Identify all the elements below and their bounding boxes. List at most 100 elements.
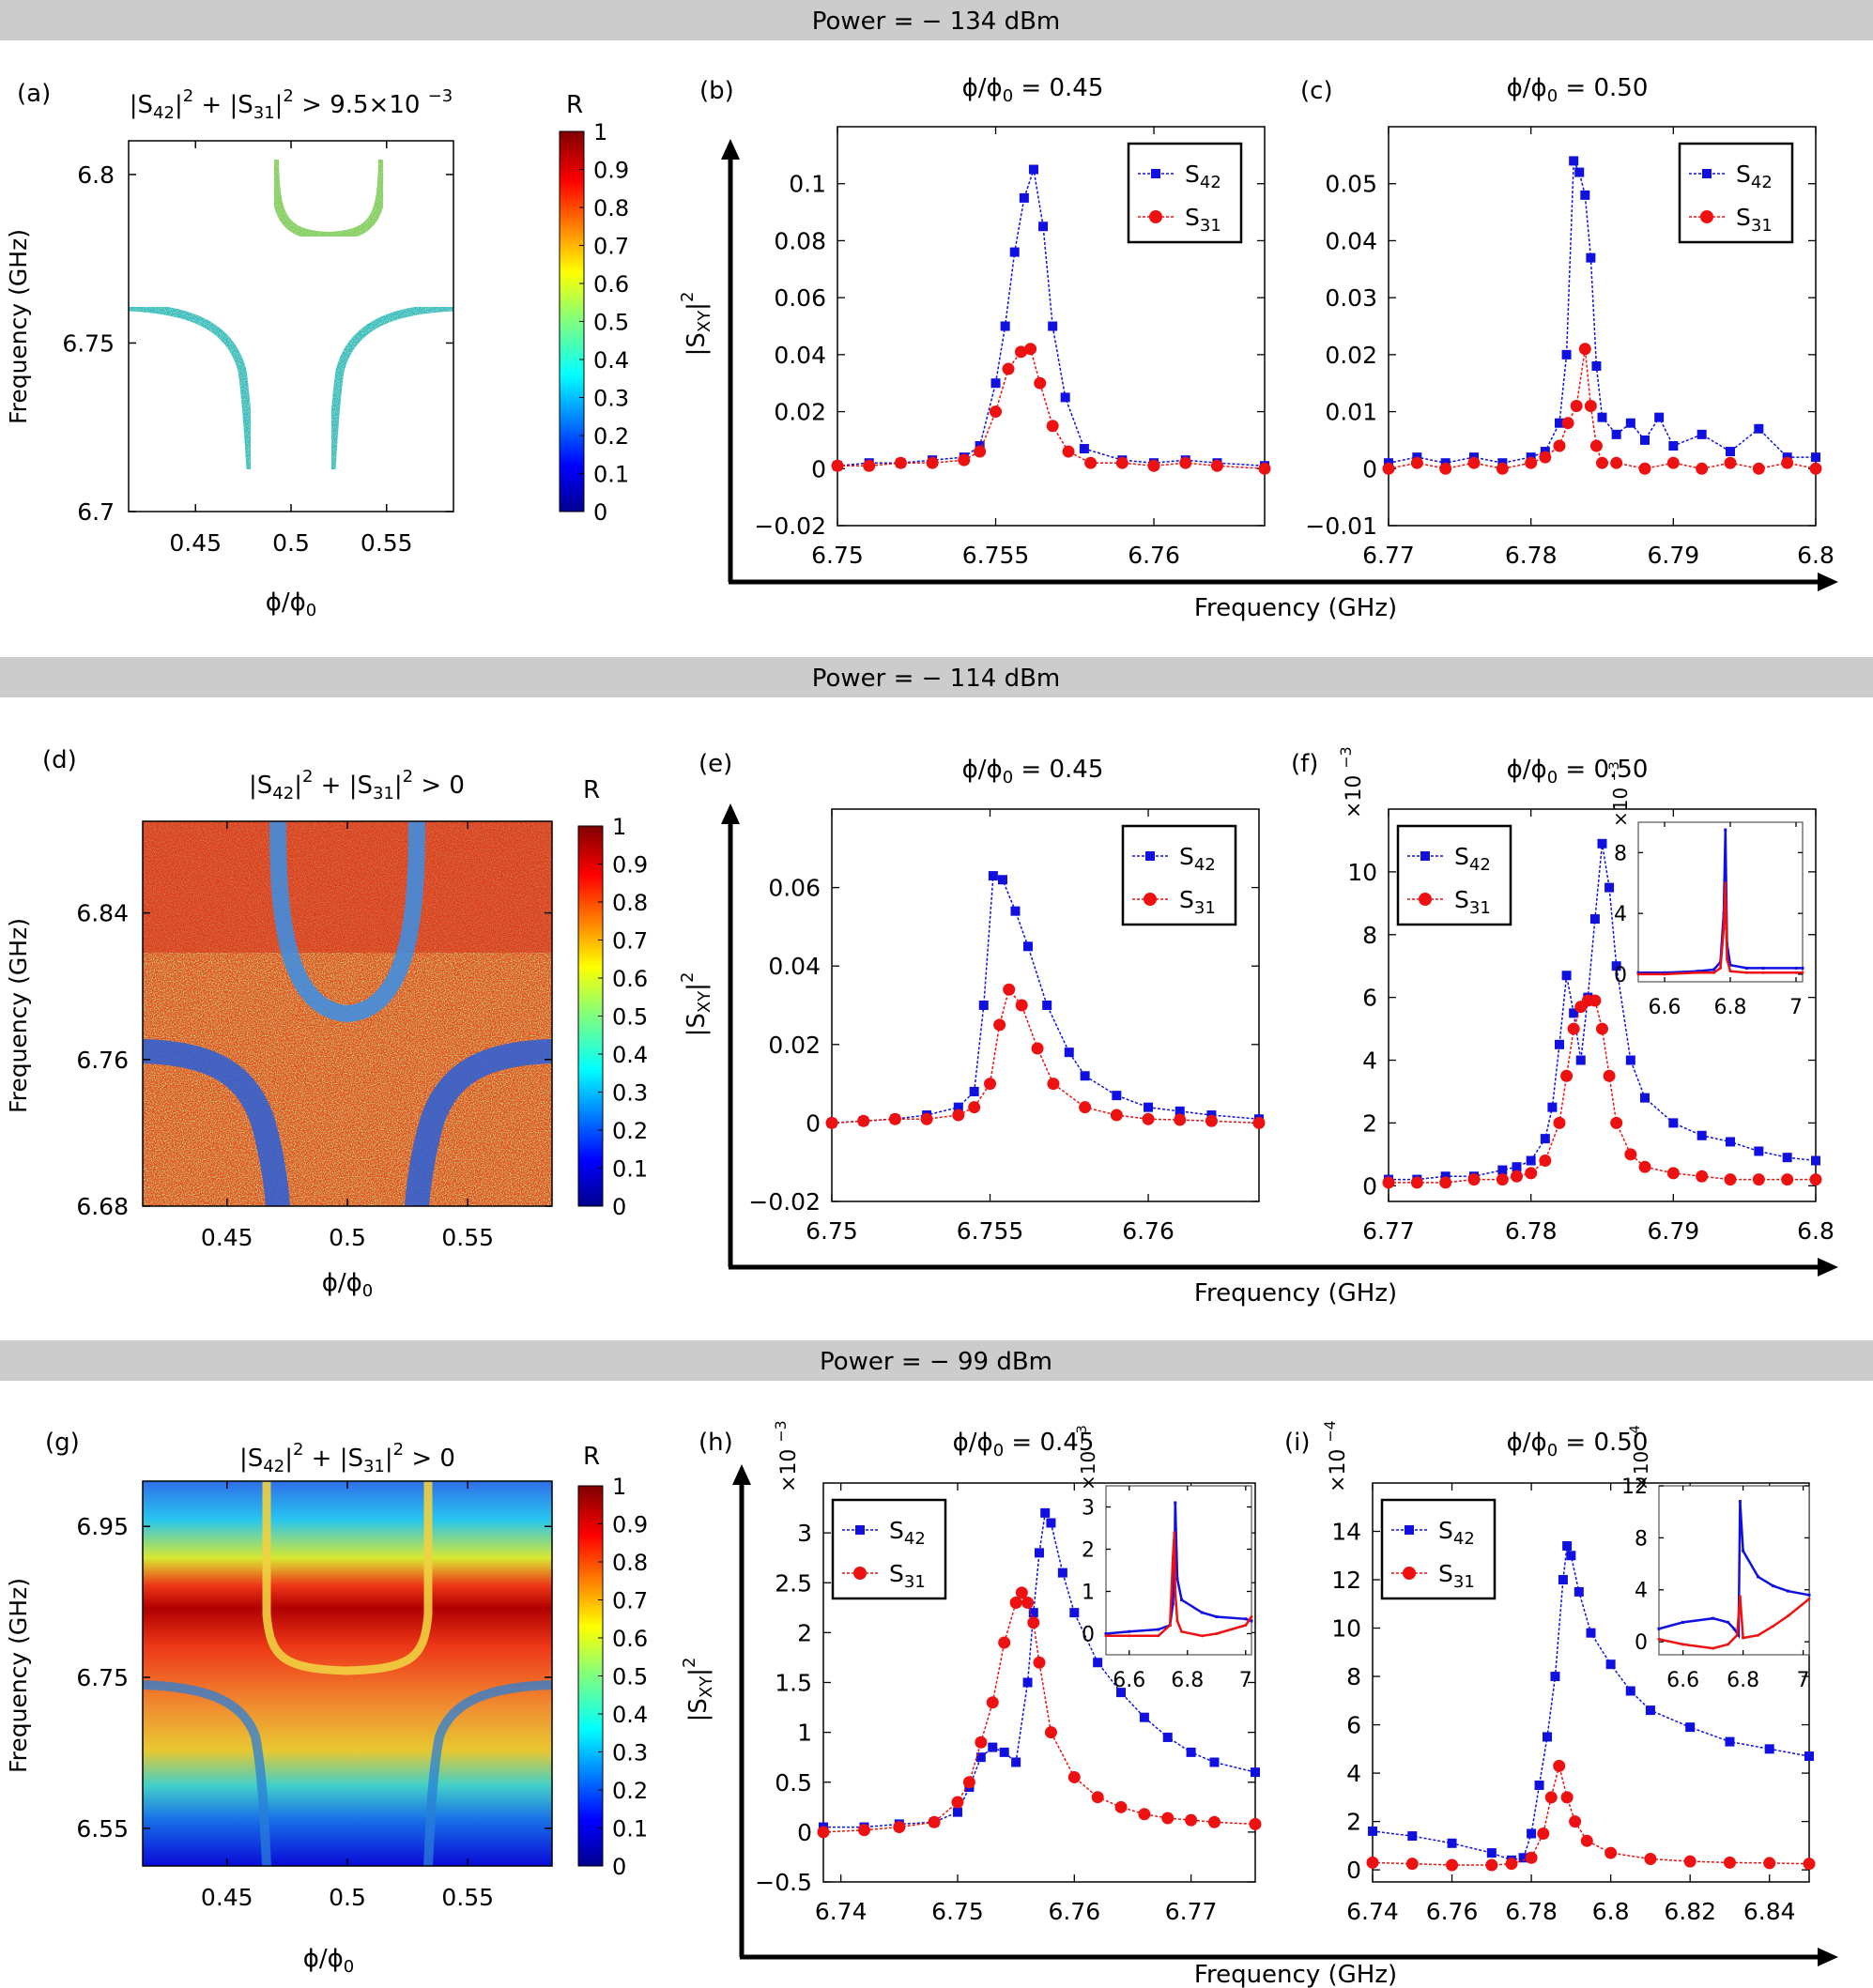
data-point-s31	[1772, 1625, 1775, 1629]
data-point-s42	[1654, 412, 1665, 422]
data-point-s31	[1589, 439, 1603, 452]
data-point-s31	[1735, 1633, 1739, 1637]
data-point-s42	[1712, 968, 1715, 971]
heatmap-title: |S42|2 + |S31|2 > 9.5×10 −3	[130, 86, 453, 123]
y-tick-label: 12	[1621, 1476, 1648, 1499]
plot-series	[825, 871, 1266, 1129]
data-point-s42	[1640, 1093, 1650, 1103]
data-point-s31	[1110, 1109, 1123, 1122]
data-point-s31	[1382, 1176, 1395, 1189]
colorbar-tick-label: 0.9	[612, 852, 648, 879]
data-point-s42	[1526, 1155, 1536, 1166]
x-tick-label: 0.45	[201, 1224, 253, 1251]
y-tick-label: 2	[1346, 1809, 1361, 1836]
colorbar-tick-label: 1	[593, 119, 607, 145]
data-point-s31	[1024, 343, 1037, 356]
data-point-s31	[1446, 1858, 1459, 1872]
data-point-s42	[1215, 1615, 1219, 1618]
data-point-s42	[1725, 1736, 1735, 1747]
data-point-s42	[1555, 418, 1564, 428]
data-point-s31	[1596, 1022, 1608, 1035]
x-tick-label: 6.77	[1362, 1217, 1415, 1245]
y-tick-label: 0.02	[1325, 342, 1377, 369]
colorbar-tick-label: 0.8	[612, 890, 648, 916]
y-tick-label: 0	[1362, 455, 1377, 482]
y-tick-label: 0.05	[1325, 171, 1377, 198]
data-point-s31	[1787, 1613, 1790, 1617]
horizontal-arrow-head	[1818, 1258, 1838, 1277]
x-tick-label: 6.8	[1797, 542, 1835, 569]
data-point-s42	[1251, 1767, 1260, 1778]
data-point-s31	[951, 1796, 964, 1809]
x-tick-label: 6.755	[957, 1217, 1024, 1245]
inset-frame	[1658, 1485, 1810, 1656]
data-point-s42	[1696, 1130, 1707, 1140]
inset-chart: 6.6 6.8 7 0 4 8 12×10 −4	[1621, 1425, 1811, 1692]
data-point-s42	[1022, 941, 1033, 952]
data-point-s31	[1009, 1597, 1022, 1609]
data-point-s42	[1569, 156, 1579, 166]
data-point-s42	[1580, 190, 1590, 200]
y-tick-label: 0.02	[774, 399, 826, 426]
data-point-s31	[1205, 1114, 1218, 1127]
y-tick-label: 3	[797, 1520, 812, 1547]
colorbar-tick-label: 0.9	[612, 1512, 648, 1538]
data-point-s31	[974, 445, 987, 458]
data-point-s31	[1250, 1615, 1253, 1618]
data-point-s31	[894, 456, 907, 469]
colorbar-label: R	[583, 1443, 600, 1471]
colorbar-ticks: 0 0.1 0.2 0.3 0.4 0.5 0.6 0.7 0.8 0.9 1	[598, 1474, 648, 1880]
data-point-s42	[1589, 914, 1600, 925]
colorbar-tick-label: 0.7	[612, 928, 648, 955]
x-tick-label: 6.79	[1647, 542, 1699, 569]
data-point-s31	[1539, 451, 1552, 464]
heatmap-title: |S42|2 + |S31|2 > 0	[239, 1440, 455, 1476]
data-point-s42	[1022, 1677, 1033, 1688]
x-tick-label: 6.8	[1171, 1669, 1204, 1692]
legend-label: S42	[1438, 1517, 1475, 1549]
data-point-s31	[1794, 971, 1798, 974]
y-tick-label: 6	[1362, 985, 1377, 1012]
data-point-s31	[857, 1114, 870, 1127]
line-chart-panel-e: (e) ϕ/ϕ0 = 0.45 6.75 6.755 6.76 −0.02 0 0.02 0.0…	[699, 750, 1266, 1245]
data-point-s31	[863, 459, 876, 472]
data-point-s42	[1562, 1540, 1573, 1551]
series-line-s31	[822, 1591, 1256, 1833]
x-tick-label: 6.6	[1113, 1669, 1145, 1692]
y-tick-label: 6.68	[76, 1193, 129, 1220]
data-point-s42	[1174, 1106, 1185, 1116]
x-tick-label: 6.78	[1505, 1898, 1558, 1925]
legend-swatch-marker	[853, 1567, 867, 1580]
data-point-s42	[1174, 1501, 1177, 1505]
x-tick-label: 6.77	[1165, 1898, 1218, 1925]
x-tick-label: 7	[1239, 1669, 1252, 1692]
x-tick-label: 7	[1797, 1669, 1810, 1692]
colorbar-tick-label: 0.6	[612, 966, 648, 992]
data-point-s31	[1180, 1629, 1184, 1633]
data-point-s31	[1553, 439, 1566, 452]
data-point-s31	[968, 1101, 981, 1114]
panel-label: (h)	[699, 1429, 733, 1457]
data-point-s31	[1636, 972, 1640, 976]
legend-swatch-marker	[1149, 210, 1162, 223]
lower-left-branch	[129, 302, 255, 470]
data-point-s31	[1763, 1857, 1776, 1870]
power-band-1: Power = − 134 dBm	[0, 0, 1873, 40]
data-point-s42	[1696, 429, 1707, 439]
data-point-s31	[1027, 1616, 1040, 1629]
y-tick-label: 2	[797, 1619, 812, 1646]
data-point-s31	[1596, 456, 1608, 469]
data-point-s31	[1560, 1791, 1574, 1804]
data-point-s31	[1724, 456, 1737, 469]
legend-swatch-marker	[855, 1525, 865, 1535]
x-tick-label: 0.5	[329, 1884, 366, 1911]
y-tick-label: 0.06	[768, 875, 821, 902]
y-tick-label: 0.03	[1325, 284, 1377, 312]
data-point-s42	[1737, 1633, 1741, 1637]
plot-series	[1382, 838, 1822, 1189]
data-point-s42	[1057, 1567, 1067, 1578]
frequency-axis-label: Frequency (GHz)	[1194, 1279, 1397, 1307]
data-point-s42	[1645, 1705, 1655, 1716]
